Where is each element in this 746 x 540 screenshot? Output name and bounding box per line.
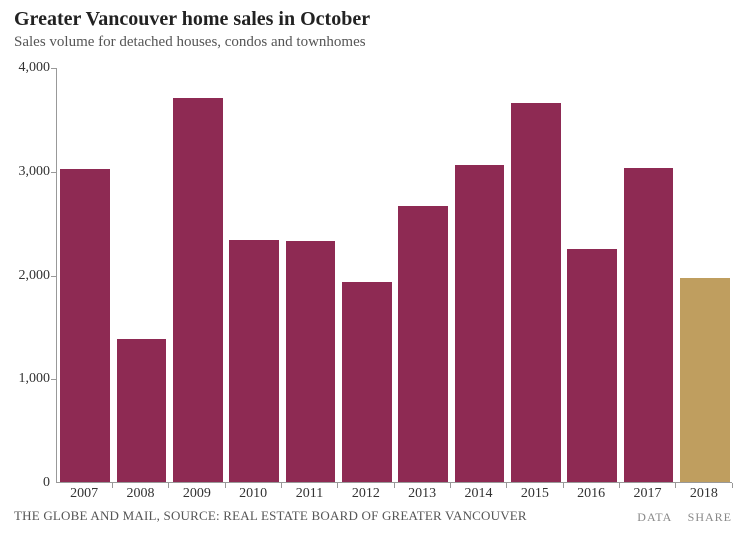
x-tick-label: 2009 bbox=[183, 486, 211, 502]
y-tick-mark bbox=[51, 172, 56, 173]
bar bbox=[567, 249, 617, 482]
bar bbox=[511, 103, 561, 482]
y-tick-label: 3,000 bbox=[0, 164, 50, 180]
bar bbox=[173, 98, 223, 482]
x-tick-mark bbox=[563, 483, 564, 488]
bar bbox=[60, 169, 110, 482]
x-tick-mark bbox=[225, 483, 226, 488]
x-tick-mark bbox=[168, 483, 169, 488]
y-tick-label: 4,000 bbox=[0, 60, 50, 76]
x-tick-label: 2011 bbox=[296, 486, 323, 502]
y-tick-mark bbox=[51, 276, 56, 277]
y-tick-label: 0 bbox=[0, 475, 50, 491]
bar bbox=[342, 282, 392, 482]
x-tick-mark bbox=[450, 483, 451, 488]
bar bbox=[624, 168, 674, 482]
y-tick-mark bbox=[51, 379, 56, 380]
x-tick-label: 2016 bbox=[577, 486, 605, 502]
x-tick-label: 2014 bbox=[465, 486, 493, 502]
chart-container: Greater Vancouver home sales in October … bbox=[0, 0, 746, 540]
x-tick-mark bbox=[506, 483, 507, 488]
x-tick-label: 2010 bbox=[239, 486, 267, 502]
chart-subtitle: Sales volume for detached houses, condos… bbox=[14, 34, 366, 51]
x-tick-mark bbox=[337, 483, 338, 488]
x-tick-label: 2008 bbox=[127, 486, 155, 502]
bar bbox=[229, 240, 279, 482]
x-tick-mark bbox=[732, 483, 733, 488]
x-tick-label: 2018 bbox=[690, 486, 718, 502]
x-tick-mark bbox=[281, 483, 282, 488]
x-tick-label: 2007 bbox=[70, 486, 98, 502]
y-tick-mark bbox=[51, 68, 56, 69]
bar bbox=[286, 241, 336, 482]
plot-area bbox=[56, 68, 732, 483]
bar bbox=[117, 339, 167, 482]
y-tick-label: 1,000 bbox=[0, 371, 50, 387]
x-tick-mark bbox=[394, 483, 395, 488]
x-tick-label: 2013 bbox=[408, 486, 436, 502]
footer-links: DATA SHARE bbox=[625, 510, 732, 525]
bar bbox=[398, 206, 448, 482]
x-tick-label: 2012 bbox=[352, 486, 380, 502]
x-tick-label: 2015 bbox=[521, 486, 549, 502]
share-link[interactable]: SHARE bbox=[688, 510, 732, 524]
chart-title: Greater Vancouver home sales in October bbox=[14, 8, 370, 31]
y-tick-label: 2,000 bbox=[0, 268, 50, 284]
source-line: THE GLOBE AND MAIL, SOURCE: REAL ESTATE … bbox=[14, 508, 527, 524]
x-tick-label: 2017 bbox=[634, 486, 662, 502]
x-tick-mark bbox=[619, 483, 620, 488]
x-tick-mark bbox=[112, 483, 113, 488]
bar bbox=[680, 278, 730, 482]
bar bbox=[455, 165, 505, 482]
x-tick-mark bbox=[675, 483, 676, 488]
data-link[interactable]: DATA bbox=[637, 510, 671, 524]
